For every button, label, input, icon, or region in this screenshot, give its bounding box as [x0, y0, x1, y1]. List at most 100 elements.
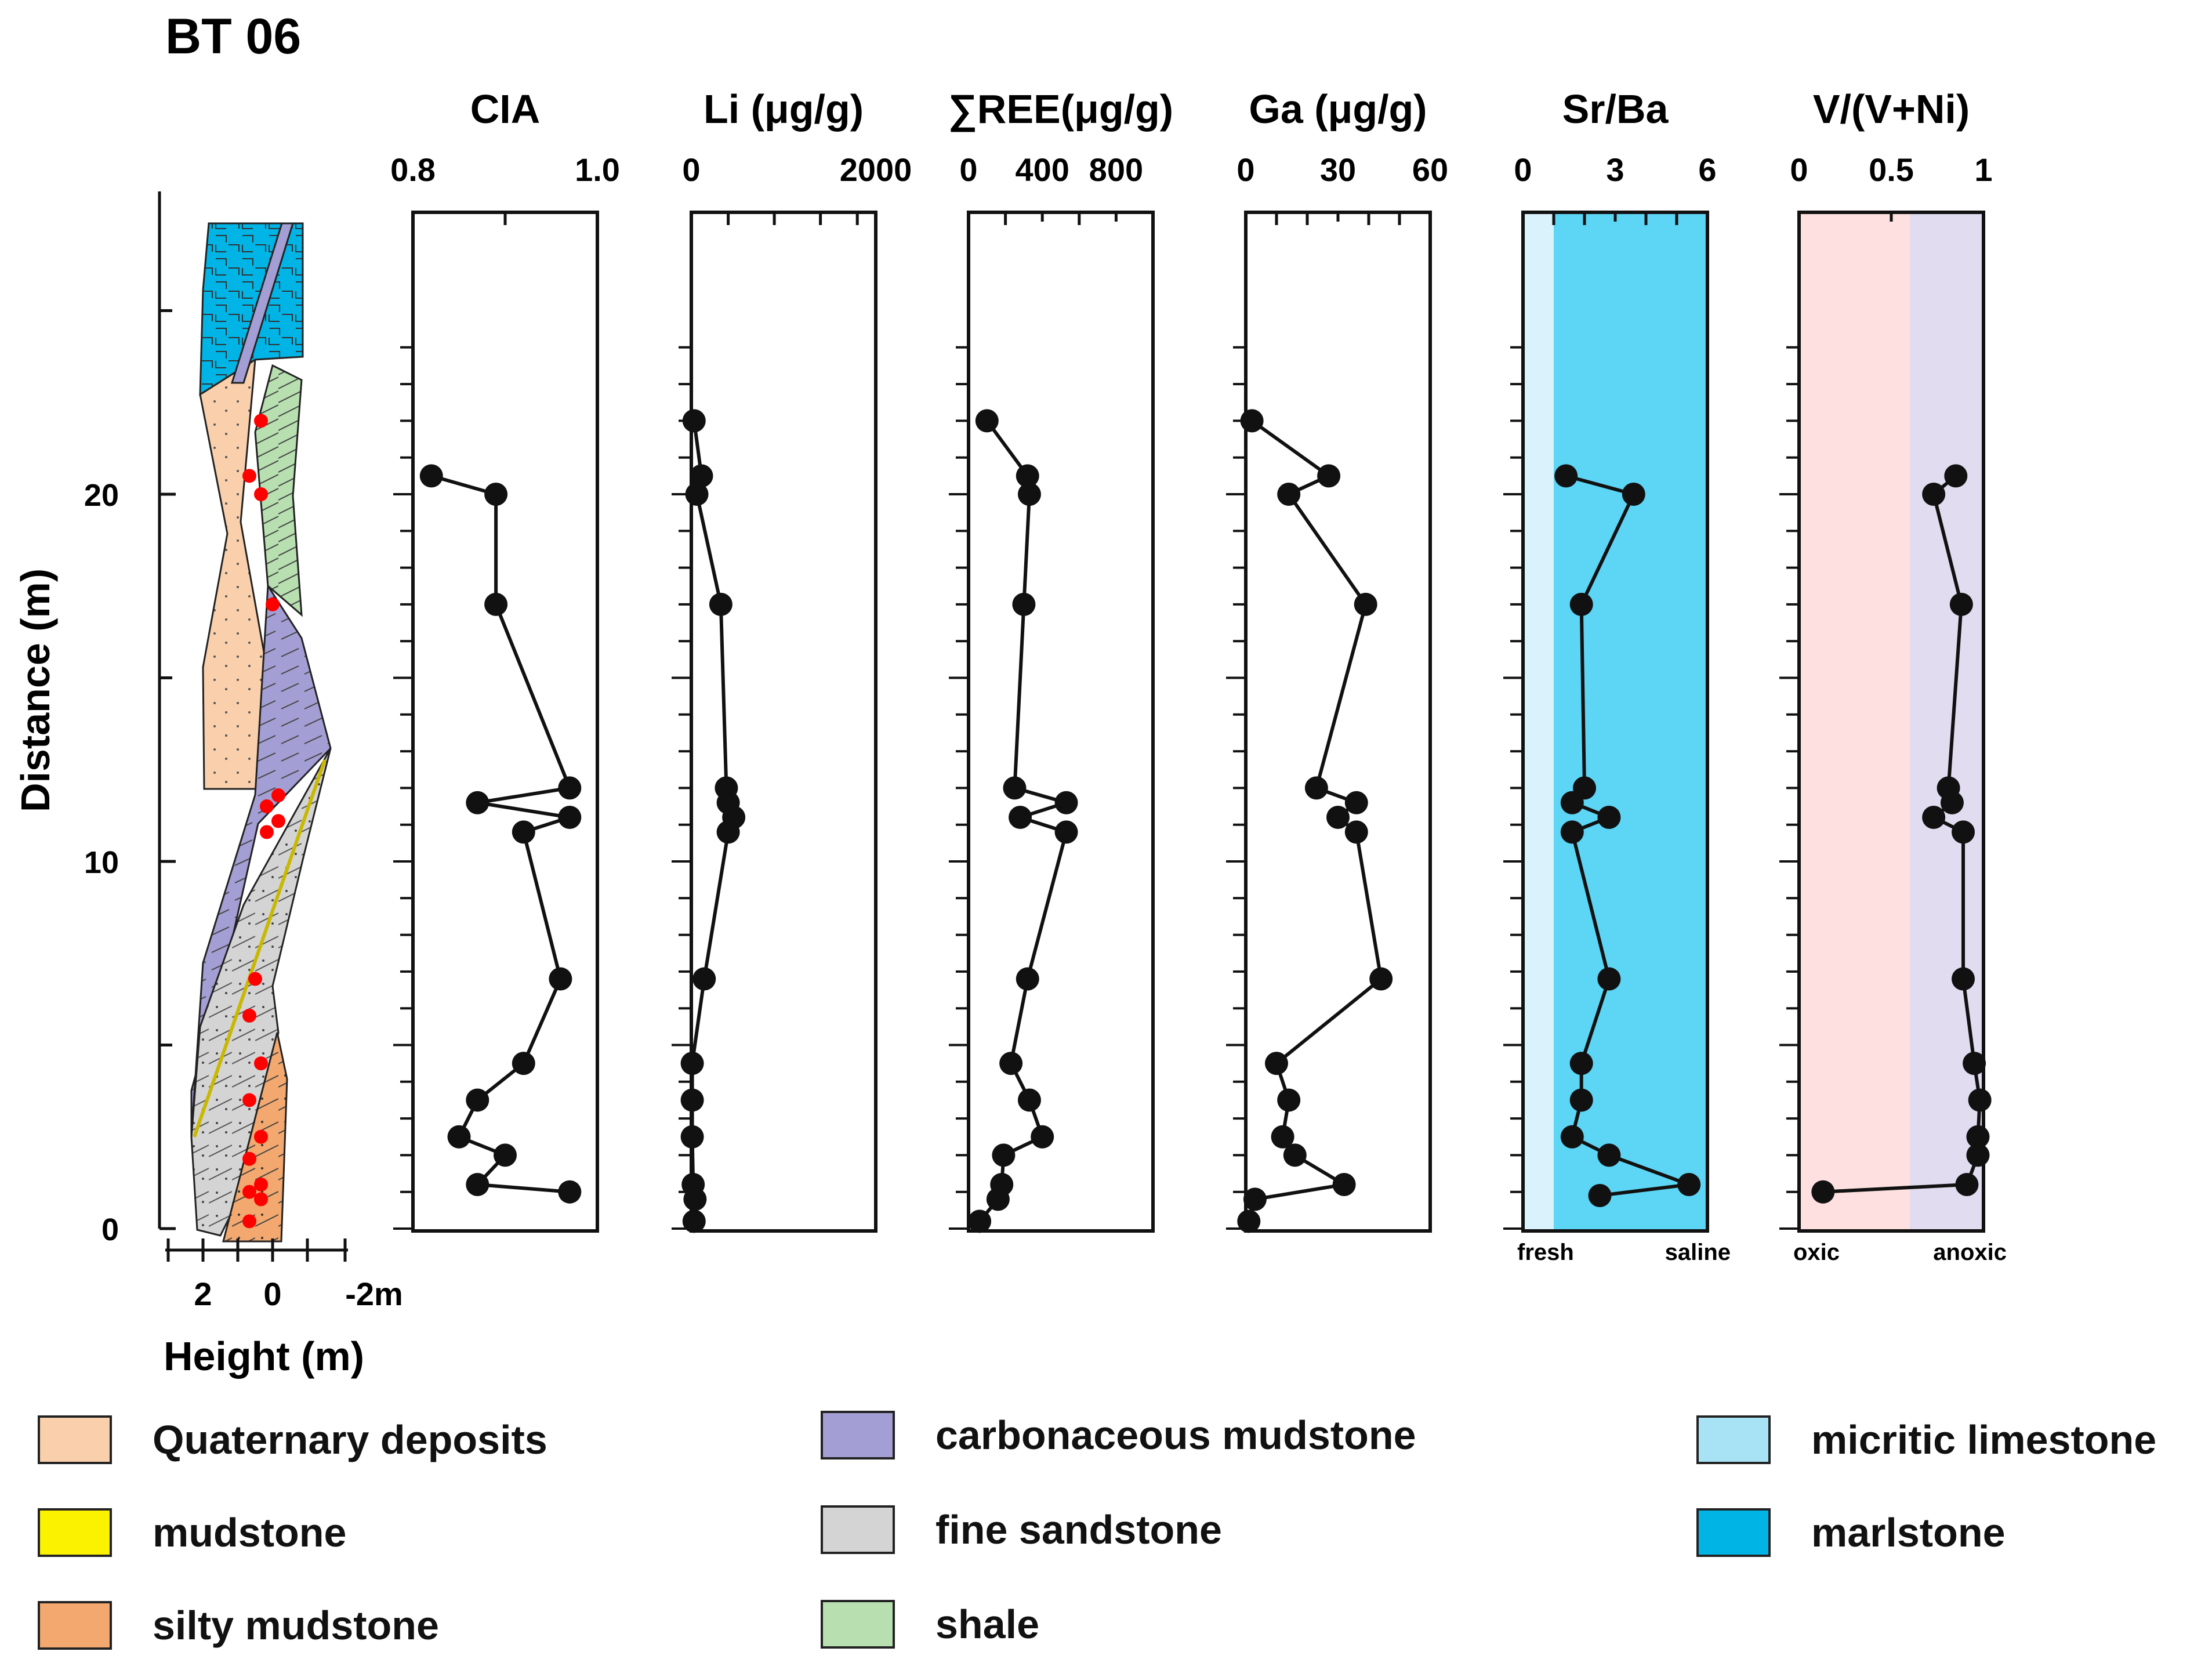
panel-1: 0.8 1.0 CIA	[390, 86, 620, 1233]
legend-item-fine-sandstone: fine sandstone	[821, 1505, 1222, 1554]
data-point	[1597, 967, 1621, 991]
data-point	[1677, 1173, 1701, 1197]
sample-dot	[242, 1185, 256, 1199]
zone-label: oxic	[1793, 1240, 1840, 1265]
layer-fine-sandstone	[190, 748, 332, 1237]
sample-dot	[242, 1008, 256, 1023]
data-point	[709, 592, 733, 616]
legend-swatch-micritic	[1696, 1415, 1771, 1464]
x-tick-label: 0	[682, 151, 700, 188]
data-point	[1277, 1088, 1301, 1112]
data-point	[692, 967, 716, 991]
data-point	[1271, 1125, 1294, 1149]
data-point	[1949, 592, 1973, 616]
data-point	[1955, 1173, 1979, 1197]
x-tick-label: 400	[1015, 151, 1069, 188]
x-tick-label: 800	[1089, 151, 1143, 188]
data-point	[558, 1180, 582, 1204]
layer-carbonaceous-top	[230, 222, 295, 384]
data-point	[680, 1088, 704, 1112]
distance-tick-label: 0	[101, 1212, 119, 1247]
layer-shale	[254, 364, 303, 617]
data-point	[1283, 1143, 1307, 1167]
data-point	[1240, 409, 1264, 433]
data-point	[685, 483, 709, 506]
data-point	[1569, 1052, 1593, 1075]
legend-swatch-mudstone	[38, 1508, 112, 1557]
data-point	[1369, 967, 1393, 991]
data-point	[1031, 1125, 1054, 1149]
height-axis-label: Height (m)	[164, 1334, 364, 1379]
panel-title: CIA	[470, 86, 541, 132]
legend-swatch-silty-mudstone	[38, 1601, 112, 1650]
data-point	[975, 409, 999, 433]
plot-frame	[1244, 211, 1432, 1233]
data-point	[1017, 1088, 1041, 1112]
height-tick-label: 2	[194, 1276, 212, 1312]
zone-label: anoxic	[1933, 1240, 2007, 1265]
data-point	[1560, 820, 1584, 844]
data-point	[1944, 464, 1968, 488]
zone-band	[1909, 212, 1983, 1231]
data-point	[1009, 806, 1032, 830]
x-tick-label: 30	[1320, 151, 1356, 188]
sample-dot	[242, 469, 256, 483]
stratigraphic-column	[190, 222, 332, 1243]
data-point	[1354, 592, 1377, 616]
data-point	[484, 483, 508, 506]
legend-item-carbonaceous: carbonaceous mudstone	[821, 1411, 1416, 1459]
panel-title: Sr/Ba	[1562, 86, 1669, 132]
legend-label: Quaternary deposits	[153, 1417, 547, 1462]
data-point	[1554, 464, 1578, 488]
legend-swatch-fine-sandstone	[821, 1505, 895, 1554]
data-point	[512, 1052, 535, 1075]
data-point	[690, 464, 713, 488]
data-point	[1622, 483, 1645, 506]
data-point	[1922, 806, 1946, 830]
data-point	[558, 806, 582, 830]
x-tick-label: 0.8	[390, 151, 436, 188]
sample-dots	[242, 414, 285, 1229]
zone-label: saline	[1665, 1240, 1731, 1265]
mudstone-band	[193, 759, 327, 1138]
height-tick-label: -2m	[345, 1276, 403, 1312]
lithology-legend: Quaternary deposits mudstone silty mudst…	[0, 1392, 2212, 1666]
sample-dot	[242, 1151, 256, 1166]
sample-dot	[254, 1129, 268, 1144]
sample-dot	[254, 414, 268, 428]
data-point	[1332, 1173, 1356, 1197]
legend-swatch-carbonaceous	[821, 1411, 895, 1459]
height-axis: 2 0 -2m Height (m)	[164, 1238, 403, 1379]
data-point	[1811, 1180, 1835, 1204]
data-point	[419, 464, 443, 488]
zone-band	[1554, 212, 1707, 1231]
sample-dot	[266, 597, 280, 611]
data-point	[1560, 1125, 1584, 1149]
x-tick-label: 60	[1412, 151, 1448, 188]
zone-band	[1523, 212, 1554, 1231]
data-point	[1016, 967, 1039, 991]
x-tick-label: 1	[1974, 151, 1992, 188]
sample-dot	[254, 487, 268, 501]
panel-title: V/(V+Ni)	[1813, 86, 1970, 132]
legend-swatch-shale	[821, 1600, 895, 1649]
legend-label: fine sandstone	[935, 1507, 1222, 1552]
sample-dot	[248, 972, 262, 986]
sample-dot	[254, 1192, 268, 1207]
panel-5: fresh saline 0 3 6 Sr/Ba	[1503, 86, 1731, 1265]
data-point	[447, 1125, 471, 1149]
distance-axis: 0 10 20	[84, 191, 176, 1247]
data-point	[484, 592, 508, 616]
legend-label: carbonaceous mudstone	[935, 1413, 1416, 1458]
data-point	[466, 1088, 489, 1112]
panel-4: 0 30 60 Ga (μg/g)	[1226, 86, 1448, 1233]
zone-label: fresh	[1517, 1240, 1574, 1265]
data-point	[1277, 483, 1301, 506]
data-point	[1243, 1187, 1267, 1211]
data-point	[1588, 1184, 1612, 1208]
data-point	[1016, 464, 1039, 488]
sample-dot	[260, 799, 274, 814]
data-point	[1317, 464, 1341, 488]
data-point	[466, 791, 489, 814]
data-point	[1569, 592, 1593, 616]
